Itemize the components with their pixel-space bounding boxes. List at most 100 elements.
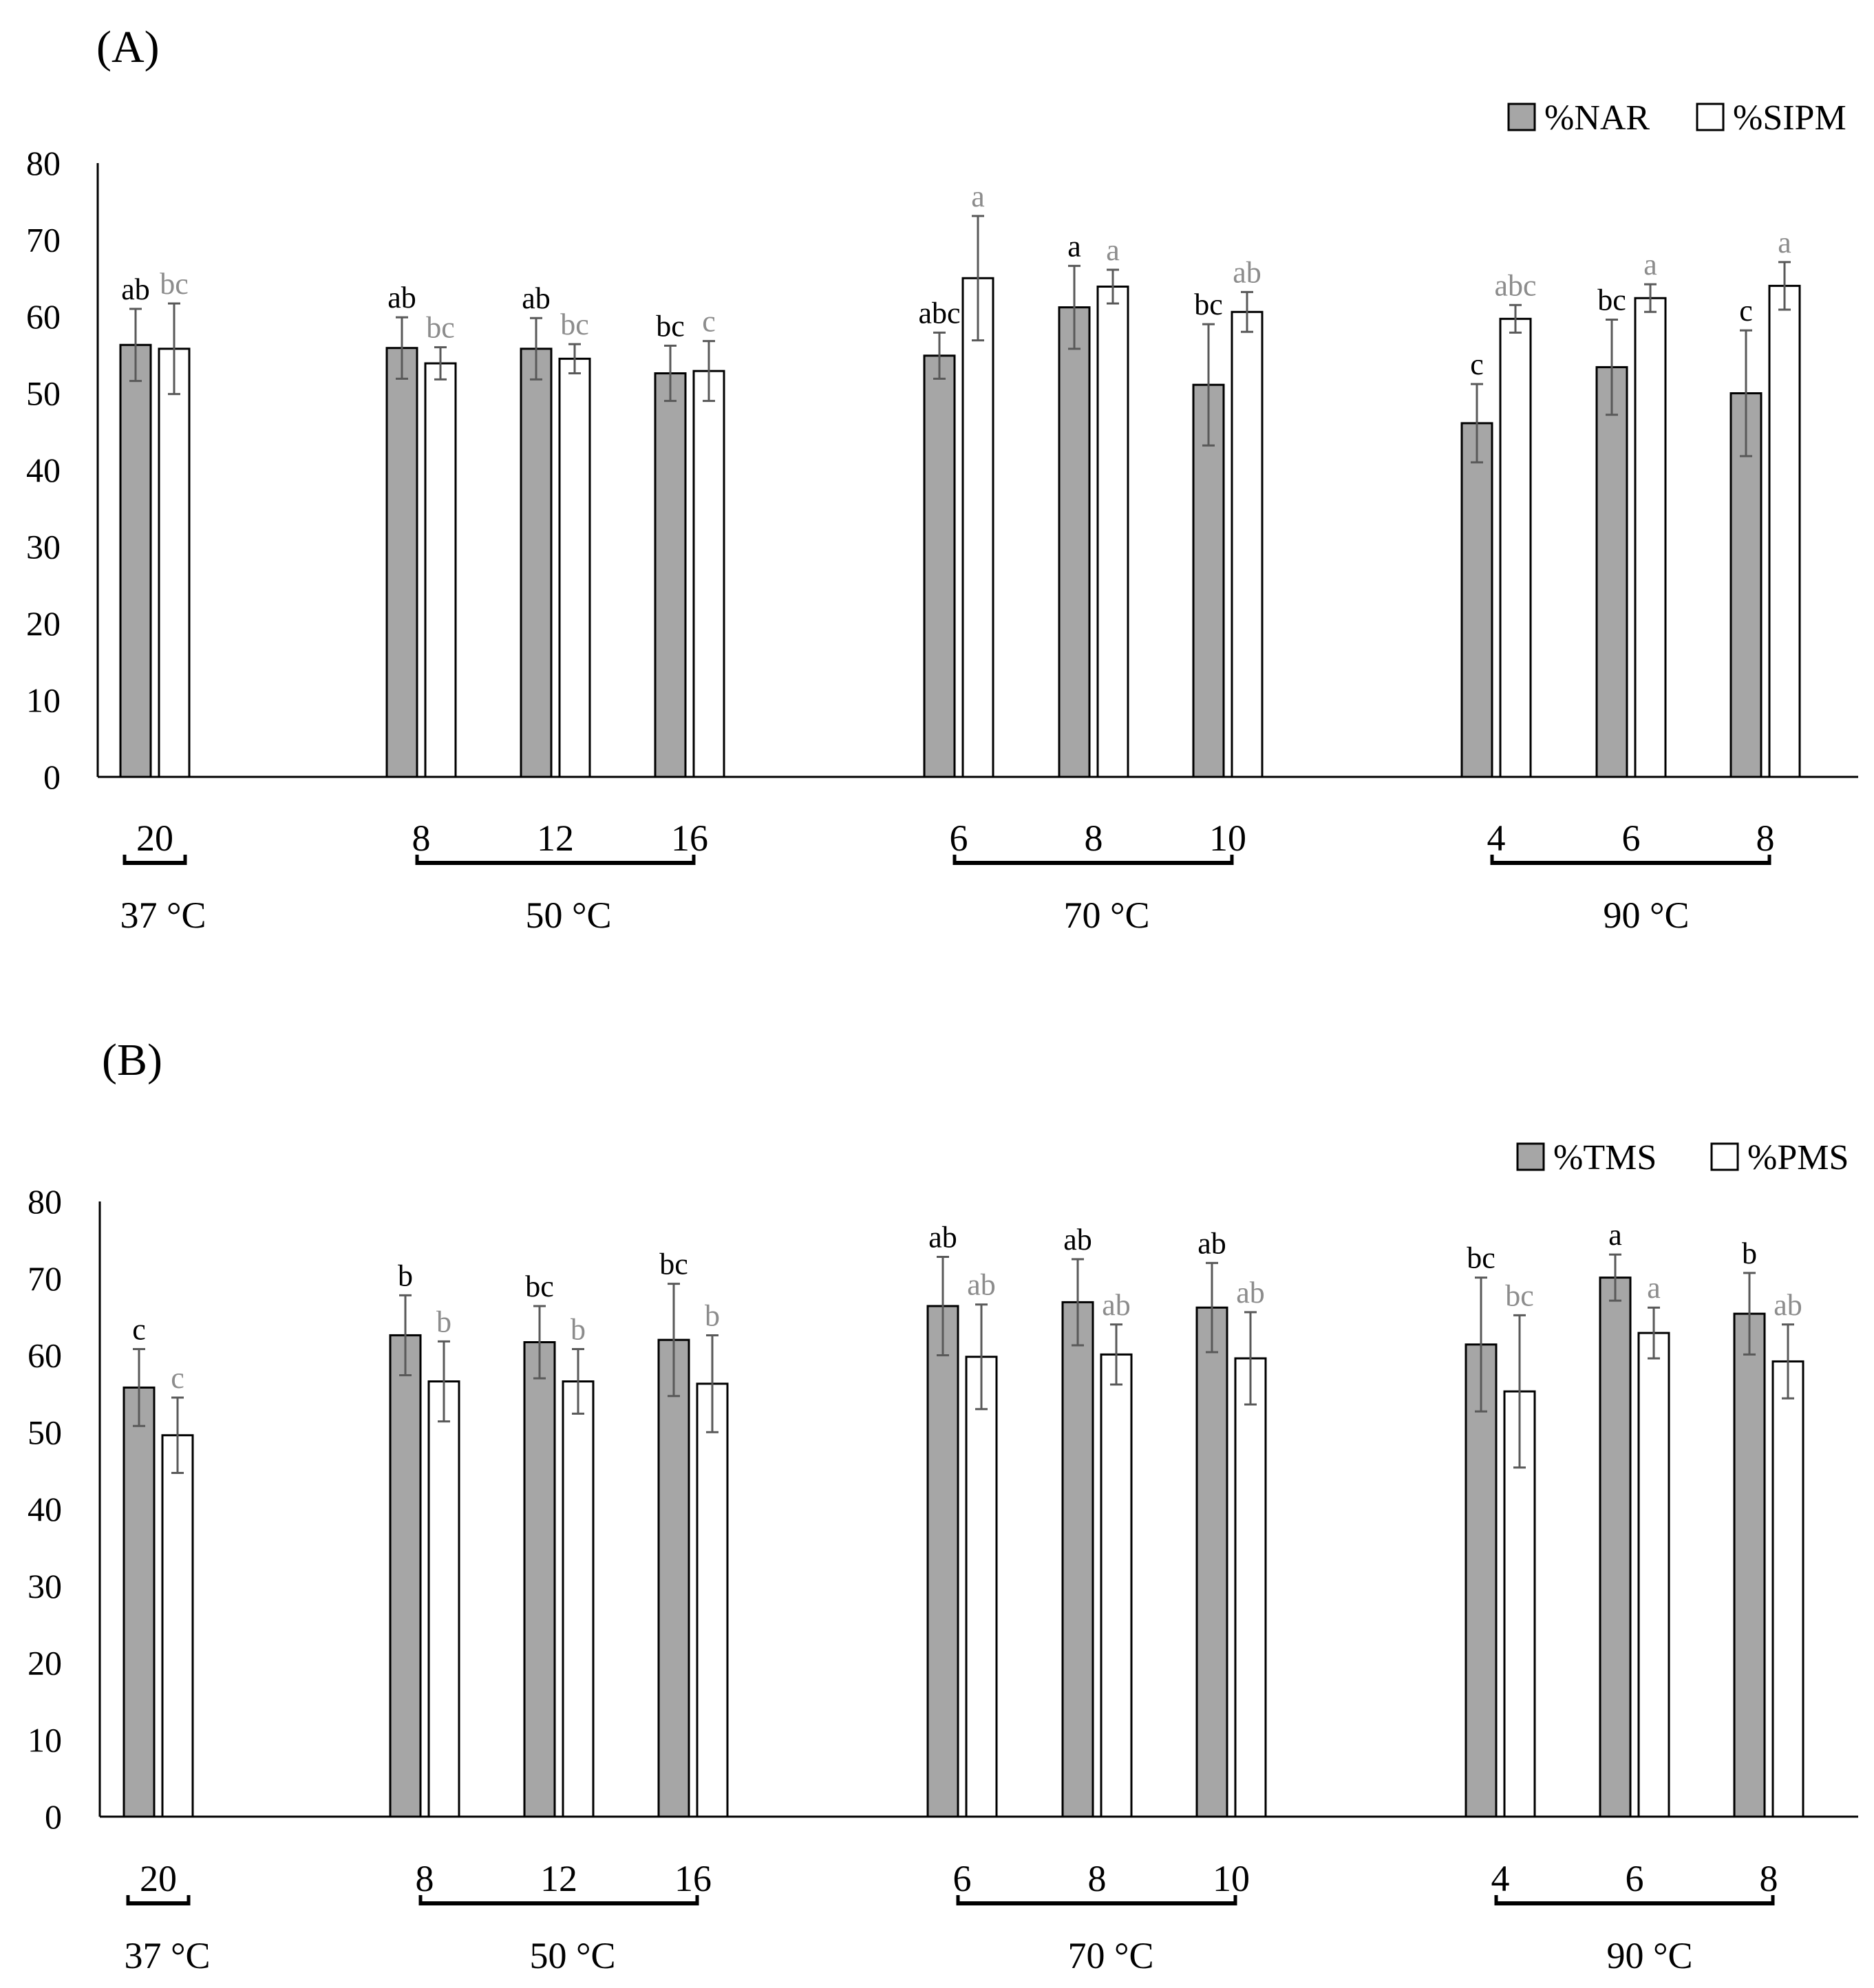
bar: [562, 1380, 595, 1818]
x-tick-label: 12: [537, 817, 574, 859]
y-tick-label: 50: [26, 374, 61, 413]
bar: [1599, 1276, 1632, 1818]
data-label: ab: [1063, 1223, 1092, 1257]
bar: [1634, 297, 1667, 778]
data-label: a: [1106, 233, 1120, 267]
y-tick-label: 0: [43, 758, 61, 796]
data-label: a: [1643, 248, 1657, 281]
x-tick-label: 8: [412, 817, 431, 859]
legend-swatch-gray: [1516, 1142, 1545, 1171]
group-label: 90 °C: [1606, 1935, 1692, 1976]
y-tick-label: 50: [28, 1413, 62, 1451]
bar: [1058, 306, 1091, 778]
group-label: 50 °C: [529, 1935, 615, 1976]
bar: [1595, 366, 1628, 778]
data-label: ab: [1102, 1288, 1131, 1322]
bar: [696, 1382, 729, 1818]
y-tick-label: 70: [26, 221, 61, 259]
data-label: a: [1778, 226, 1791, 259]
x-tick-label: 10: [1213, 1858, 1250, 1899]
data-label: bc: [1597, 283, 1626, 317]
group-label: 37 °C: [124, 1935, 210, 1976]
x-tick-label: 4: [1487, 817, 1506, 859]
data-label: ab: [967, 1268, 996, 1302]
legend-swatch-white: [1696, 103, 1725, 131]
data-label: ab: [121, 272, 150, 306]
x-tick-label: 16: [671, 817, 708, 859]
bar: [385, 347, 418, 778]
bar: [692, 370, 725, 778]
x-tick-label: 8: [1760, 1858, 1778, 1899]
y-tick-label: 60: [26, 297, 61, 336]
data-label: b: [1742, 1237, 1757, 1270]
bar: [520, 348, 553, 778]
bar: [1637, 1332, 1670, 1818]
legend-label-white: %SIPM: [1733, 98, 1846, 138]
data-label: bc: [1467, 1241, 1495, 1275]
y-tick-label: 20: [28, 1644, 62, 1682]
x-tick-label: 6: [1626, 1858, 1644, 1899]
data-label: c: [1470, 348, 1484, 381]
x-axis-labels: 20 8 12 16 6 8 10 4 6 8 37 °C 50 °C 70 °C 90 °C: [124, 1858, 1778, 1976]
data-label: b: [705, 1298, 720, 1332]
data-label: c: [132, 1313, 146, 1347]
legend: %TMS %PMS: [1516, 1138, 1849, 1177]
legend-label-gray: %NAR: [1544, 98, 1650, 138]
y-tick-label: 0: [45, 1797, 62, 1836]
bar: [161, 1434, 194, 1818]
bar: [1096, 286, 1129, 778]
y-tick-label: 40: [26, 451, 61, 489]
data-label: c: [702, 305, 716, 339]
bar: [119, 343, 152, 778]
bar: [389, 1334, 422, 1818]
y-tick-label: 20: [26, 604, 61, 643]
bar: [923, 354, 956, 778]
bar: [1771, 1360, 1804, 1818]
data-label: b: [436, 1305, 451, 1338]
data-label: bc: [656, 309, 685, 343]
group-label: 70 °C: [1067, 1935, 1153, 1976]
bar: [1231, 310, 1264, 778]
y-tick-label: 80: [28, 1182, 62, 1221]
data-label: abc: [1494, 268, 1536, 302]
y-tick-label: 10: [26, 681, 61, 720]
panel-label: (A): [96, 22, 160, 72]
bar: [123, 1386, 156, 1818]
bar: [1460, 422, 1493, 778]
data-label: ab: [1774, 1288, 1802, 1322]
bar: [523, 1341, 556, 1818]
y-tick-label: 30: [26, 528, 61, 566]
y-tick-label: 70: [28, 1259, 62, 1298]
group-label: 50 °C: [525, 895, 611, 936]
data-label: ab: [928, 1220, 957, 1254]
y-tick-label: 40: [28, 1490, 62, 1528]
data-label: bc: [525, 1270, 554, 1303]
x-tick-label: 4: [1491, 1858, 1510, 1899]
data-label: abc: [918, 296, 960, 330]
data-label: bc: [160, 267, 189, 301]
bar: [427, 1380, 460, 1818]
data-label: ab: [387, 281, 416, 314]
data-label: a: [1067, 229, 1081, 263]
group-label: 90 °C: [1603, 895, 1689, 936]
bar: [657, 1338, 690, 1818]
y-tick-label: 30: [28, 1567, 62, 1605]
x-tick-label: 6: [953, 1858, 972, 1899]
data-label: bc: [659, 1248, 688, 1281]
panel-label: (B): [102, 1035, 162, 1085]
x-axis-labels: 20 8 12 16 6 8 10 4 6 8 37 °C 50 °C 70 °C 90 °C: [120, 817, 1774, 936]
x-tick-label: 8: [1756, 817, 1775, 859]
data-label: b: [571, 1313, 586, 1347]
bar: [1100, 1353, 1133, 1818]
bar: [1465, 1343, 1498, 1818]
x-tick-label: 8: [1088, 1858, 1107, 1899]
bar: [1768, 284, 1801, 778]
y-tick-label: 10: [28, 1720, 62, 1759]
data-label: a: [1647, 1271, 1661, 1305]
bar: [1061, 1301, 1094, 1818]
legend-swatch-gray: [1507, 103, 1536, 131]
